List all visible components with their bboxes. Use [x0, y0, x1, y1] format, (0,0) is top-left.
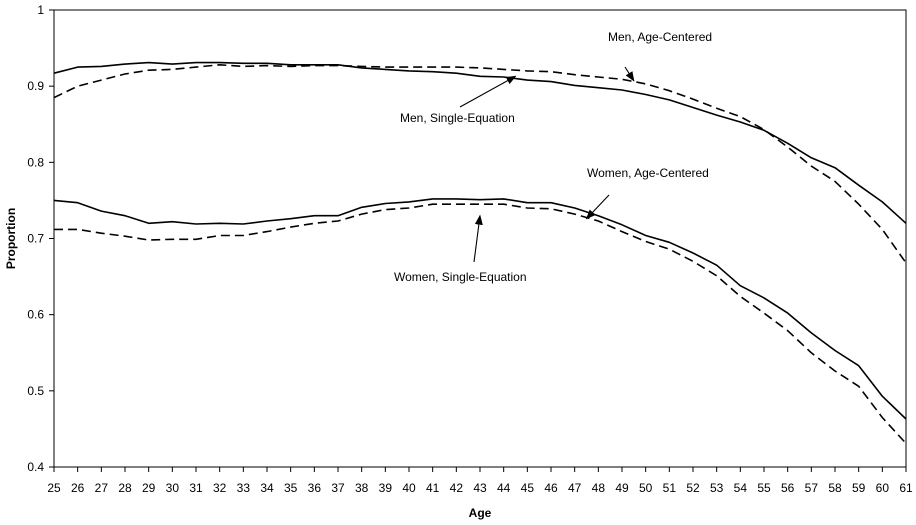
x-tick-label: 34	[260, 481, 274, 495]
x-tick-label: 35	[284, 481, 298, 495]
x-tick-label: 46	[544, 481, 558, 495]
x-tick-label: 38	[355, 481, 369, 495]
x-tick-label: 26	[71, 481, 85, 495]
x-tick-label: 31	[189, 481, 203, 495]
x-tick-label: 29	[142, 481, 156, 495]
x-tick-label: 32	[213, 481, 227, 495]
x-tick-label: 50	[639, 481, 653, 495]
x-tick-label: 58	[828, 481, 842, 495]
x-tick-label: 42	[450, 481, 464, 495]
x-tick-label: 51	[663, 481, 677, 495]
x-tick-label: 41	[426, 481, 440, 495]
x-tick-label: 44	[497, 481, 511, 495]
x-tick-label: 54	[734, 481, 748, 495]
annotation-label-men-single-equation: Men, Single-Equation	[400, 111, 515, 125]
x-tick-label: 52	[686, 481, 700, 495]
annotation-arrow-women-single-equation	[473, 214, 483, 263]
annotation-arrow-men-age-centered	[624, 66, 635, 82]
x-tick-label: 37	[331, 481, 345, 495]
y-tick-label: 0.6	[27, 308, 44, 322]
x-tick-label: 45	[521, 481, 535, 495]
y-tick-label: 0.8	[27, 155, 44, 169]
annotation-arrow-women-age-centered	[585, 194, 610, 220]
x-tick-label: 48	[592, 481, 606, 495]
x-tick-label: 47	[568, 481, 582, 495]
x-tick-label: 53	[710, 481, 724, 495]
x-tick-label: 28	[118, 481, 132, 495]
annotation-arrow-men-single-equation	[459, 75, 517, 108]
series-lines	[53, 61, 907, 444]
y-tick-label: 0.4	[27, 460, 44, 474]
y-tick-label: 1	[37, 3, 44, 17]
x-tick-label: 40	[402, 481, 416, 495]
axes: 0.4 0.5 0.6 0.7 0.8 0.9 1 25 26 27 28 29 30 31 32 33 34 3…	[4, 3, 913, 520]
series-line-women-age-centered	[53, 198, 907, 420]
x-tick-label: 43	[473, 481, 487, 495]
x-tick-label: 49	[615, 481, 629, 495]
x-axis-title: Age	[469, 506, 492, 520]
y-tick-label: 0.7	[27, 232, 44, 246]
x-tick-label: 61	[899, 481, 913, 495]
annotations: Men, Age-Centered Men, Single-Equation Wom…	[394, 30, 712, 284]
x-tick-label: 60	[876, 481, 890, 495]
series-line-men-single-equation	[53, 61, 907, 224]
series-line-men-age-centered	[53, 64, 907, 264]
x-tick-label: 36	[308, 481, 322, 495]
y-axis-title: Proportion	[4, 208, 18, 269]
x-tick-label: 57	[805, 481, 819, 495]
x-tick-label: 27	[95, 481, 109, 495]
x-tick-label: 55	[757, 481, 771, 495]
series-line-women-single-equation	[54, 203, 907, 444]
x-tick-label: 30	[166, 481, 180, 495]
annotation-label-men-age-centered: Men, Age-Centered	[608, 30, 712, 44]
x-tick-label: 33	[237, 481, 251, 495]
x-tick-label: 25	[47, 481, 61, 495]
x-tick-label: 56	[781, 481, 795, 495]
y-tick-label: 0.5	[27, 384, 44, 398]
y-tick-label: 0.9	[27, 79, 44, 93]
annotation-label-women-single-equation: Women, Single-Equation	[394, 270, 527, 284]
x-tick-label: 39	[379, 481, 393, 495]
annotation-label-women-age-centered: Women, Age-Centered	[587, 166, 709, 180]
x-tick-label: 59	[852, 481, 866, 495]
